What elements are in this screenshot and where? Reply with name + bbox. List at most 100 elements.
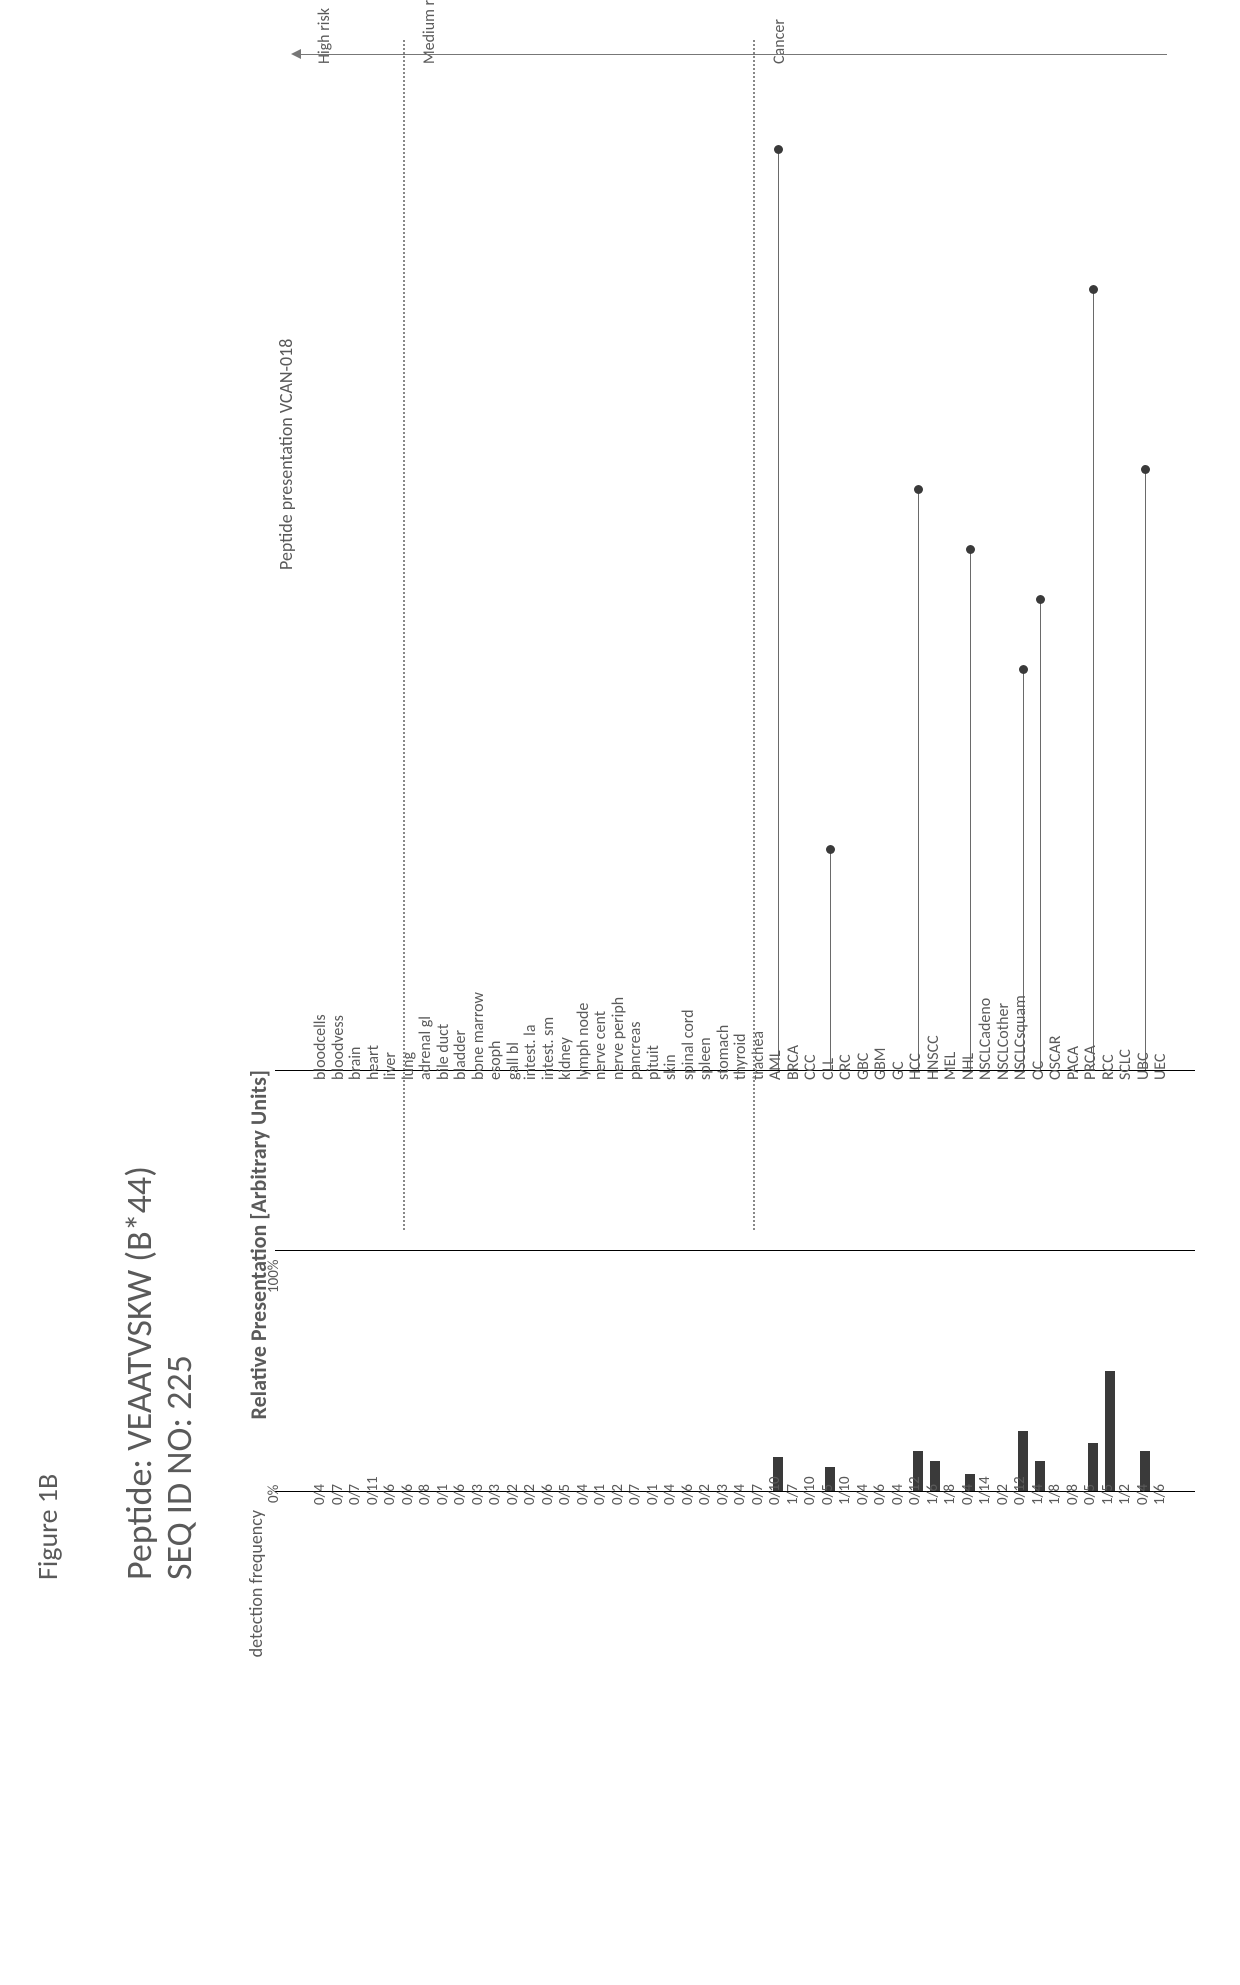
category-label: pituit	[644, 1045, 663, 1080]
freq-label: 0/7	[346, 1484, 364, 1505]
freq-label: 0/5	[1081, 1484, 1099, 1505]
category-label: GBC	[854, 1053, 873, 1080]
freq-label: 0/4	[574, 1484, 592, 1505]
freq-label: 0/2	[504, 1484, 522, 1505]
category-label: spleen	[696, 1037, 715, 1080]
category-label: intest. sm	[539, 1017, 558, 1080]
group-label-cancer: Cancer	[770, 19, 789, 64]
freq-label: 1/7	[784, 1484, 802, 1505]
lollipop-dot	[826, 845, 835, 854]
freq-label: 0/4	[959, 1484, 977, 1505]
lollipop-stem	[1040, 600, 1041, 1070]
lollipop-dot	[1089, 285, 1098, 294]
category-label: NHL	[959, 1053, 978, 1080]
freq-label: 1/6	[924, 1484, 942, 1505]
lollipop-stem	[918, 490, 919, 1070]
freq-label: 0/2	[994, 1484, 1012, 1505]
lollipop-stem	[1145, 470, 1146, 1070]
freq-label: 0/3	[714, 1484, 732, 1505]
category-label: OSCAR	[1046, 1036, 1065, 1080]
lollipop-dot	[966, 545, 975, 554]
y-axis-label: Relative Presentation [Arbitrary Units]	[245, 1070, 272, 1419]
freq-label: 0/7	[626, 1484, 644, 1505]
freq-label: 0/7	[329, 1484, 347, 1505]
category-label: adrenal gl	[416, 1016, 435, 1080]
category-label: NSCLCsquam	[1011, 995, 1030, 1080]
category-label: intest. la	[521, 1024, 540, 1080]
group-separator	[403, 40, 405, 1230]
freq-label: 1/6	[1151, 1484, 1169, 1505]
category-label: esoph	[486, 1041, 505, 1080]
freq-label: 0/4	[661, 1484, 679, 1505]
category-label: brain	[346, 1047, 365, 1080]
title-line-1: Peptide: VEAATVSKW (B*44)	[120, 1166, 160, 1580]
category-label: CCC	[801, 1054, 820, 1080]
freq-label: 0/2	[521, 1484, 539, 1505]
category-label: trachea	[749, 1031, 768, 1080]
lollipop-dot	[1019, 665, 1028, 674]
freq-label: 0/6	[399, 1484, 417, 1505]
category-label: UBC	[1134, 1053, 1153, 1081]
category-label: thyroid	[731, 1033, 750, 1080]
figure-page: Figure 1B Peptide: VEAATVSKW (B*44) SEQ …	[0, 0, 1240, 1985]
freq-label: 1/10	[836, 1476, 854, 1505]
chart-titles: Peptide: VEAATVSKW (B*44) SEQ ID NO: 225	[120, 1166, 199, 1580]
group-arrow-line	[301, 54, 1167, 55]
category-label: PACA	[1064, 1046, 1083, 1080]
freq-label: 0/6	[451, 1484, 469, 1505]
freq-label: 0/7	[749, 1484, 767, 1505]
category-label: OC	[1029, 1061, 1048, 1080]
freq-label: 1/4	[1029, 1484, 1047, 1505]
category-label: AML	[766, 1050, 785, 1080]
category-label: nerve cent	[591, 1011, 610, 1080]
category-label: NSCLCother	[994, 1003, 1013, 1080]
freq-label: 0/3	[469, 1484, 487, 1505]
group-label-high-risk: High risk	[315, 8, 334, 64]
freq-label: 0/6	[381, 1484, 399, 1505]
freq-label: 0/12	[1011, 1476, 1029, 1505]
freq-label: 0/1	[434, 1484, 452, 1505]
freq-label: 0/4	[311, 1484, 329, 1505]
lollipop-plot	[275, 70, 1195, 1071]
category-label: GBM	[871, 1048, 890, 1080]
freq-label: 0/5	[556, 1484, 574, 1505]
category-label: SCLC	[1116, 1049, 1135, 1080]
freq-label: 1/8	[1046, 1484, 1064, 1505]
freq-label: 0/11	[364, 1476, 382, 1505]
freq-label: 0/1	[644, 1484, 662, 1505]
freq-label: 0/3	[486, 1484, 504, 1505]
category-label: CRC	[836, 1054, 855, 1080]
freq-bar	[1105, 1371, 1115, 1491]
category-label: spinal cord	[679, 1009, 698, 1080]
freq-axis-label: detection frequency	[245, 1510, 267, 1657]
category-label: liver	[381, 1052, 400, 1080]
freq-label: 0/2	[609, 1484, 627, 1505]
freq-label: 0/4	[889, 1484, 907, 1505]
freq-label: 0/4	[854, 1484, 872, 1505]
category-label: MEL	[941, 1052, 960, 1080]
category-label: heart	[364, 1045, 383, 1080]
category-label: kidney	[556, 1037, 575, 1080]
chart-area: Peptide presentation VCAN-018 Relative P…	[275, 70, 1195, 1670]
freq-label: 1/2	[1116, 1484, 1134, 1505]
lollipop-dot	[1141, 465, 1150, 474]
category-label: RCC	[1099, 1054, 1118, 1080]
freq-label: 0/8	[416, 1484, 434, 1505]
category-label: stomach	[714, 1025, 733, 1080]
freq-label: 0/1	[591, 1484, 609, 1505]
freq-tick-100: 100%	[265, 1259, 283, 1293]
arrow-left-icon	[291, 49, 301, 59]
category-label: NSCLCadeno	[976, 998, 995, 1080]
lollipop-stem	[778, 150, 779, 1070]
category-label: nerve periph	[609, 997, 628, 1080]
freq-label: 0/10	[766, 1476, 784, 1505]
freq-label: 0/4	[731, 1484, 749, 1505]
lollipop-dot	[774, 145, 783, 154]
category-label: lymph node	[574, 1003, 593, 1080]
category-label: HNSCC	[924, 1035, 943, 1080]
category-label: bloodvess	[329, 1015, 348, 1080]
category-label: skin	[661, 1054, 680, 1080]
lollipop-dot	[914, 485, 923, 494]
freq-label: 0/5	[819, 1484, 837, 1505]
category-label: CLL	[819, 1058, 838, 1080]
